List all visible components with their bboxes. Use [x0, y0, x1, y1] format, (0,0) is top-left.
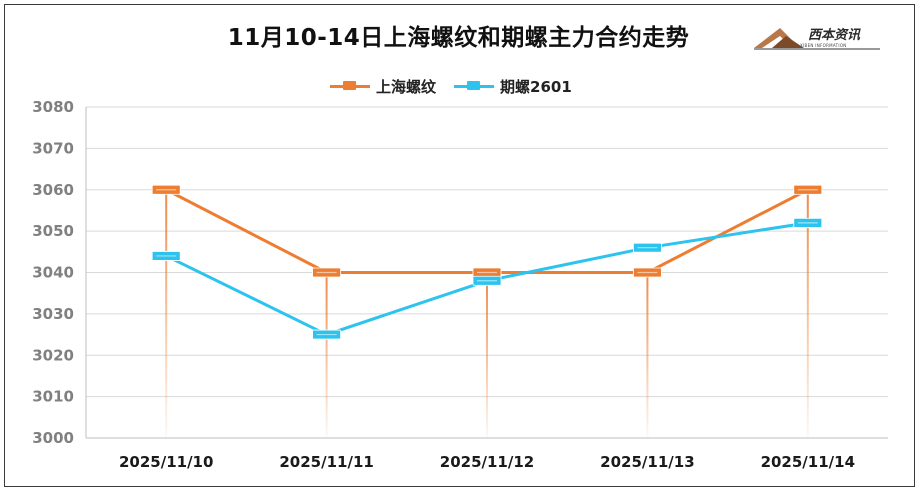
- logo-name: 西本资讯: [808, 28, 861, 43]
- y-tick-label: 3020: [32, 346, 74, 364]
- x-tick-label: 2025/11/12: [440, 453, 534, 471]
- x-tick-label: 2025/11/14: [761, 453, 855, 471]
- legend-label-series2: 期螺2601: [500, 77, 572, 96]
- drop-line: [646, 272, 649, 438]
- logo-mark-icon: [754, 28, 880, 50]
- y-tick-label: 3040: [32, 264, 74, 282]
- drop-line: [806, 189, 809, 438]
- y-tick-label: 3010: [32, 388, 74, 406]
- legend-label-series1: 上海螺纹: [376, 77, 437, 96]
- legend-swatch-series1: [330, 80, 370, 92]
- chart-frame: [4, 4, 915, 487]
- y-tick-label: 3030: [32, 305, 74, 323]
- legend-item-series1: 上海螺纹: [330, 76, 436, 97]
- drop-line: [325, 272, 328, 438]
- y-tick-label: 3070: [32, 139, 74, 157]
- drop-line: [165, 189, 168, 438]
- logo-subtitle: XIBEN INFORMATION: [800, 43, 847, 48]
- y-tick-label: 3000: [32, 429, 74, 447]
- y-tick-label: 3080: [32, 98, 74, 116]
- chart-legend: 上海螺纹 期螺2601: [330, 76, 572, 96]
- y-tick-label: 3060: [32, 181, 74, 199]
- chart-title: 11月10-14日上海螺纹和期螺主力合约走势: [227, 25, 690, 51]
- drop-line: [486, 272, 488, 438]
- x-tick-label: 2025/11/10: [119, 453, 213, 471]
- legend-swatch-series2: [454, 80, 495, 92]
- y-tick-label: 3050: [32, 222, 74, 240]
- legend-item-series2: 期螺2601: [454, 76, 572, 97]
- x-tick-label: 2025/11/13: [600, 453, 694, 471]
- x-tick-label: 2025/11/11: [279, 453, 373, 471]
